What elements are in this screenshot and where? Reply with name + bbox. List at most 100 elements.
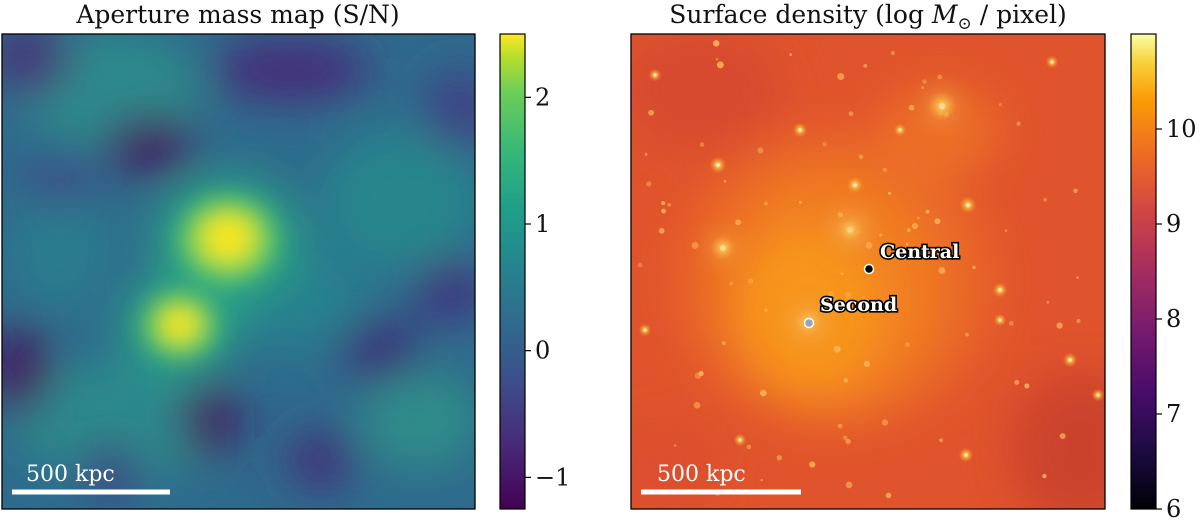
subhalo-point — [842, 435, 848, 440]
central-label: Central — [880, 241, 959, 263]
aperture-scale-label: 500 kpc — [26, 462, 115, 487]
subhalo-core — [964, 453, 968, 457]
subhalo-point — [863, 63, 868, 68]
subhalo-point — [922, 79, 927, 84]
density-tick-label: 7 — [1166, 400, 1181, 428]
subhalo-point — [921, 86, 924, 89]
subhalo-point — [760, 478, 763, 482]
subhalo-point — [673, 444, 677, 447]
subhalo-point — [1024, 383, 1030, 389]
subhalo-point — [885, 492, 892, 499]
subhalo-point — [906, 228, 911, 233]
subhalo-point — [998, 102, 1003, 107]
aperture-colorbar-ticks: 2 1 0 −1 — [525, 83, 570, 491]
subhalo-point — [648, 109, 655, 116]
subhalo-point — [1076, 319, 1081, 324]
subhalo-point — [1043, 197, 1047, 202]
subhalo-point — [661, 208, 666, 214]
subhalo-point — [1008, 320, 1014, 326]
subhalo-point — [1059, 433, 1066, 440]
title-prefix: Surface density (log — [669, 0, 932, 29]
subhalo-core — [1068, 358, 1072, 362]
subhalo-point — [716, 61, 724, 69]
subhalo-core — [998, 318, 1002, 322]
subhalo-point — [658, 227, 665, 234]
second-label: Second — [820, 294, 897, 316]
subhalo-point — [809, 461, 816, 468]
subhalo-point — [1014, 379, 1020, 385]
subhalo-point — [798, 200, 802, 204]
subhalo-point — [1076, 276, 1079, 279]
subhalo-point — [925, 209, 930, 214]
subhalo-point — [691, 241, 699, 249]
aperture-map-image: 500 kpc — [2, 34, 475, 509]
title-symbol: M — [931, 0, 959, 29]
subhalo-core — [853, 183, 857, 187]
subhalo-point — [789, 53, 793, 56]
subhalo-point — [637, 262, 643, 268]
subhalo-point — [713, 40, 720, 47]
subhalo-point — [746, 444, 752, 450]
aperture-tick-label: 1 — [535, 210, 550, 238]
subhalo-point — [763, 201, 768, 206]
aperture-map-frame — [1, 33, 476, 510]
subhalo-point — [828, 291, 834, 297]
subhalo-point — [1042, 474, 1047, 479]
subhalo-point — [1046, 300, 1050, 304]
subhalo-point — [822, 142, 827, 147]
subhalo-point — [938, 267, 946, 274]
subhalo-point — [646, 181, 652, 187]
subhalo-point — [735, 219, 741, 226]
subhalo-core — [998, 288, 1002, 292]
subhalo-point — [863, 360, 871, 367]
density-scale-label: 500 kpc — [657, 462, 746, 487]
central-marker — [863, 263, 875, 275]
surface-density-title: Surface density (log M⊙ / pixel) — [669, 0, 1067, 34]
subhalo-point — [833, 345, 841, 353]
aperture-tick-label: 2 — [535, 83, 550, 111]
aperture-tick-label: −1 — [535, 463, 570, 491]
subhalo-point — [722, 341, 726, 345]
subhalo-core — [716, 163, 720, 167]
subhalo-point — [879, 233, 883, 237]
subhalo-core — [1050, 60, 1054, 64]
subhalo-point — [862, 297, 866, 301]
subhalo-point — [748, 278, 754, 284]
subhalo-point — [882, 167, 887, 172]
subhalo-core — [798, 128, 802, 132]
subhalo-point — [934, 218, 941, 225]
title-suffix: / pixel) — [972, 0, 1067, 29]
subhalo-point — [729, 281, 734, 286]
subhalo-point — [890, 51, 895, 56]
subhalo-point — [858, 154, 864, 159]
subhalo-point — [848, 111, 854, 117]
subhalo-core — [1096, 393, 1100, 397]
subhalo-point — [760, 389, 767, 397]
subhalo-point — [837, 73, 845, 81]
subhalo-point — [905, 342, 910, 348]
subhalo-point — [939, 438, 943, 443]
aperture-map-title: Aperture mass map (S/N) — [75, 0, 399, 29]
subhalo-point — [937, 74, 943, 80]
subhalo-point — [699, 142, 705, 147]
subhalo-point — [1004, 229, 1008, 233]
subhalo-point — [972, 265, 976, 270]
density-tick-label: 10 — [1166, 115, 1197, 143]
subhalo-point — [1056, 322, 1063, 329]
subhalo-point — [1073, 188, 1078, 194]
density-colorbar — [1130, 33, 1157, 510]
subhalo-point — [644, 152, 648, 156]
subhalo-point — [916, 216, 920, 220]
subhalo-point — [837, 423, 843, 429]
subhalo-core — [966, 203, 970, 207]
subhalo-point — [764, 308, 768, 312]
subhalo-point — [1016, 121, 1021, 126]
subhalo-point — [844, 292, 852, 299]
subhalo-point — [845, 438, 851, 445]
subhalo-point — [911, 222, 918, 230]
subhalo-point — [840, 272, 844, 276]
subhalo-point — [892, 300, 896, 304]
subhalo-point — [667, 203, 671, 207]
subhalo-point — [661, 201, 666, 206]
subhalo-point — [693, 401, 701, 409]
